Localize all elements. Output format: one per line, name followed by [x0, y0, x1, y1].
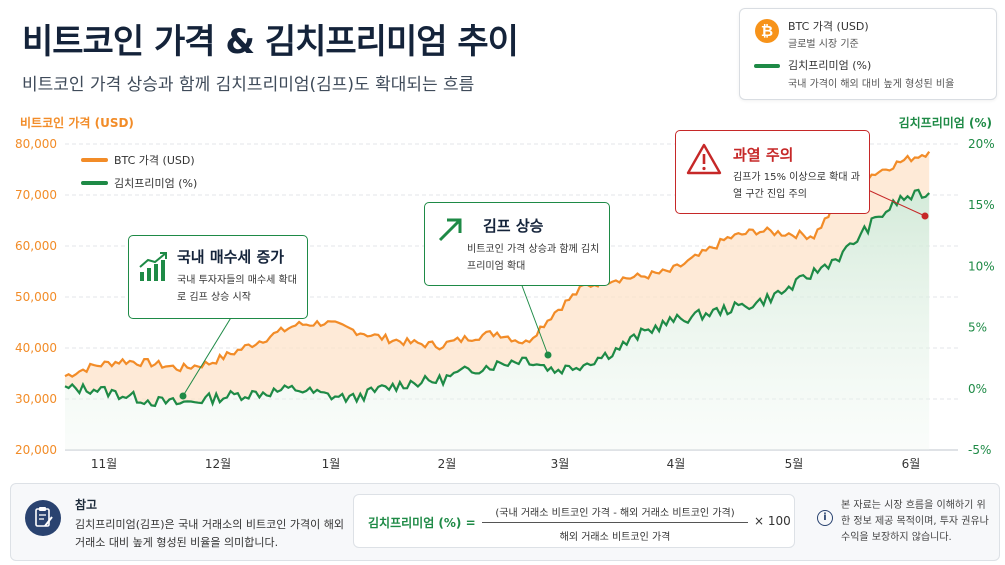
x-tick-label: 6월: [902, 457, 921, 471]
right-tick-label: 15%: [968, 198, 995, 212]
btc-price-line: [64, 151, 931, 378]
callout-domestic-buying: 국내 매수세 증가 국내 투자자들의 매수세 확대로 김프 상승 시작: [128, 235, 308, 319]
left-tick-label: 20,000: [15, 443, 57, 457]
inner-legend-kp: 김치프리미엄 (%): [114, 177, 197, 190]
callout-2-title: 김프 상승: [483, 217, 544, 235]
btc-area-fill: [65, 151, 930, 406]
right-tick-label: 10%: [968, 259, 995, 273]
right-tick-label: -5%: [968, 443, 991, 457]
right-tick-label: 20%: [968, 137, 995, 151]
formula-numerator: (국내 거래소 비트코인 가격 - 해외 거래소 비트코인 가격): [495, 508, 735, 519]
legend-kp-subtitle: 국내 가격이 해외 대비 높게 형성된 비율: [788, 79, 955, 90]
callout-2-text: 비트코인 가격 상승과 함께 김치프리미엄 확대: [467, 244, 600, 272]
callout-3-title: 과열 주의: [733, 146, 794, 164]
x-tick-label: 12월: [205, 457, 231, 471]
x-tick-label: 11월: [91, 457, 117, 471]
formula-fraction-bar: [482, 522, 748, 523]
callout-3-connector: [867, 189, 926, 217]
legend-btc-title: BTC 가격 (USD): [788, 20, 869, 33]
bitcoin-icon: ₿: [755, 19, 779, 43]
legend-btc-subtitle: 글로벌 시장 기준: [788, 39, 859, 50]
formula-box: 김치프리미엄 (%) = (국내 거래소 비트코인 가격 - 해외 거래소 비트…: [353, 494, 795, 548]
x-tick-label: 2월: [438, 457, 457, 471]
kimchi-premium-line: [64, 188, 930, 408]
x-tick-label: 4월: [667, 457, 686, 471]
formula-denominator: 해외 거래소 비트코인 가격: [559, 532, 671, 543]
callout-1-title: 국내 매수세 증가: [177, 248, 285, 266]
note-text: 김치프리미엄(김프)은 국내 거래소의 비트코인 가격이 해외 거래소 대비 높…: [75, 518, 344, 549]
right-tick-label: 5%: [968, 321, 987, 335]
callout-1-point: [179, 392, 187, 400]
info-icon: i: [817, 510, 833, 526]
warning-icon: [686, 143, 722, 175]
note-title: 참고: [75, 498, 98, 512]
callout-3-point: [921, 212, 929, 220]
x-tick-label: 5월: [785, 457, 804, 471]
chart: 80,000 70,000 60,000 50,000 40,000 30,000 20,0…: [15, 115, 995, 471]
right-tick-label: 0%: [968, 382, 987, 396]
kp-area-fill: [65, 189, 930, 450]
callout-1-connector: [182, 315, 233, 397]
callout-1-text: 국내 투자자들의 매수세 확대로 김프 상승 시작: [177, 275, 297, 303]
clipboard-pen-icon: [25, 500, 61, 536]
callout-overheat-warning: 과열 주의 김프가 15% 이상으로 확대 과열 구간 진입 주의: [675, 130, 870, 214]
formula-multiplier: × 100: [754, 514, 791, 528]
right-axis-label: 김치프리미엄 (%): [899, 115, 992, 130]
left-tick-label: 30,000: [15, 392, 57, 406]
legend-kp-swatch: [754, 64, 780, 68]
formula-label: 김치프리미엄 (%) =: [368, 516, 476, 530]
left-tick-label: 50,000: [15, 290, 57, 304]
page-title: 비트코인 가격 & 김치프리미엄 추이: [22, 22, 519, 62]
page-subtitle: 비트코인 가격 상승과 함께 김치프리미엄(김프)도 확대되는 흐름: [22, 75, 475, 95]
disclaimer-text: 본 자료는 시장 흐름을 이해하기 위한 정보 제공 목적이며, 투자 권유나 …: [841, 500, 989, 543]
arrow-up-right-icon: [438, 218, 462, 242]
legend-panel: ₿ BTC 가격 (USD) 글로벌 시장 기준 김치프리미엄 (%) 국내 가…: [739, 8, 997, 100]
left-axis-label: 비트코인 가격 (USD): [20, 115, 134, 130]
x-tick-label: 3월: [551, 457, 570, 471]
x-tick-label: 1월: [322, 457, 341, 471]
left-tick-label: 40,000: [15, 341, 57, 355]
callout-3-text: 김프가 15% 이상으로 확대 과열 구간 진입 주의: [733, 172, 860, 200]
callout-premium-rise: 김프 상승 비트코인 가격 상승과 함께 김치프리미엄 확대: [424, 202, 610, 286]
legend-kp-title: 김치프리미엄 (%): [788, 59, 872, 72]
left-tick-label: 70,000: [15, 188, 57, 202]
callout-2-point: [544, 351, 552, 359]
trend-up-chart-icon: [139, 252, 167, 281]
inner-legend-btc: BTC 가격 (USD): [114, 154, 195, 167]
left-tick-label: 80,000: [15, 137, 57, 151]
left-tick-label: 60,000: [15, 239, 57, 253]
callout-2-connector: [520, 282, 549, 356]
footer-panel: 참고 김치프리미엄(김프)은 국내 거래소의 비트코인 가격이 해외 거래소 대…: [10, 483, 1000, 561]
